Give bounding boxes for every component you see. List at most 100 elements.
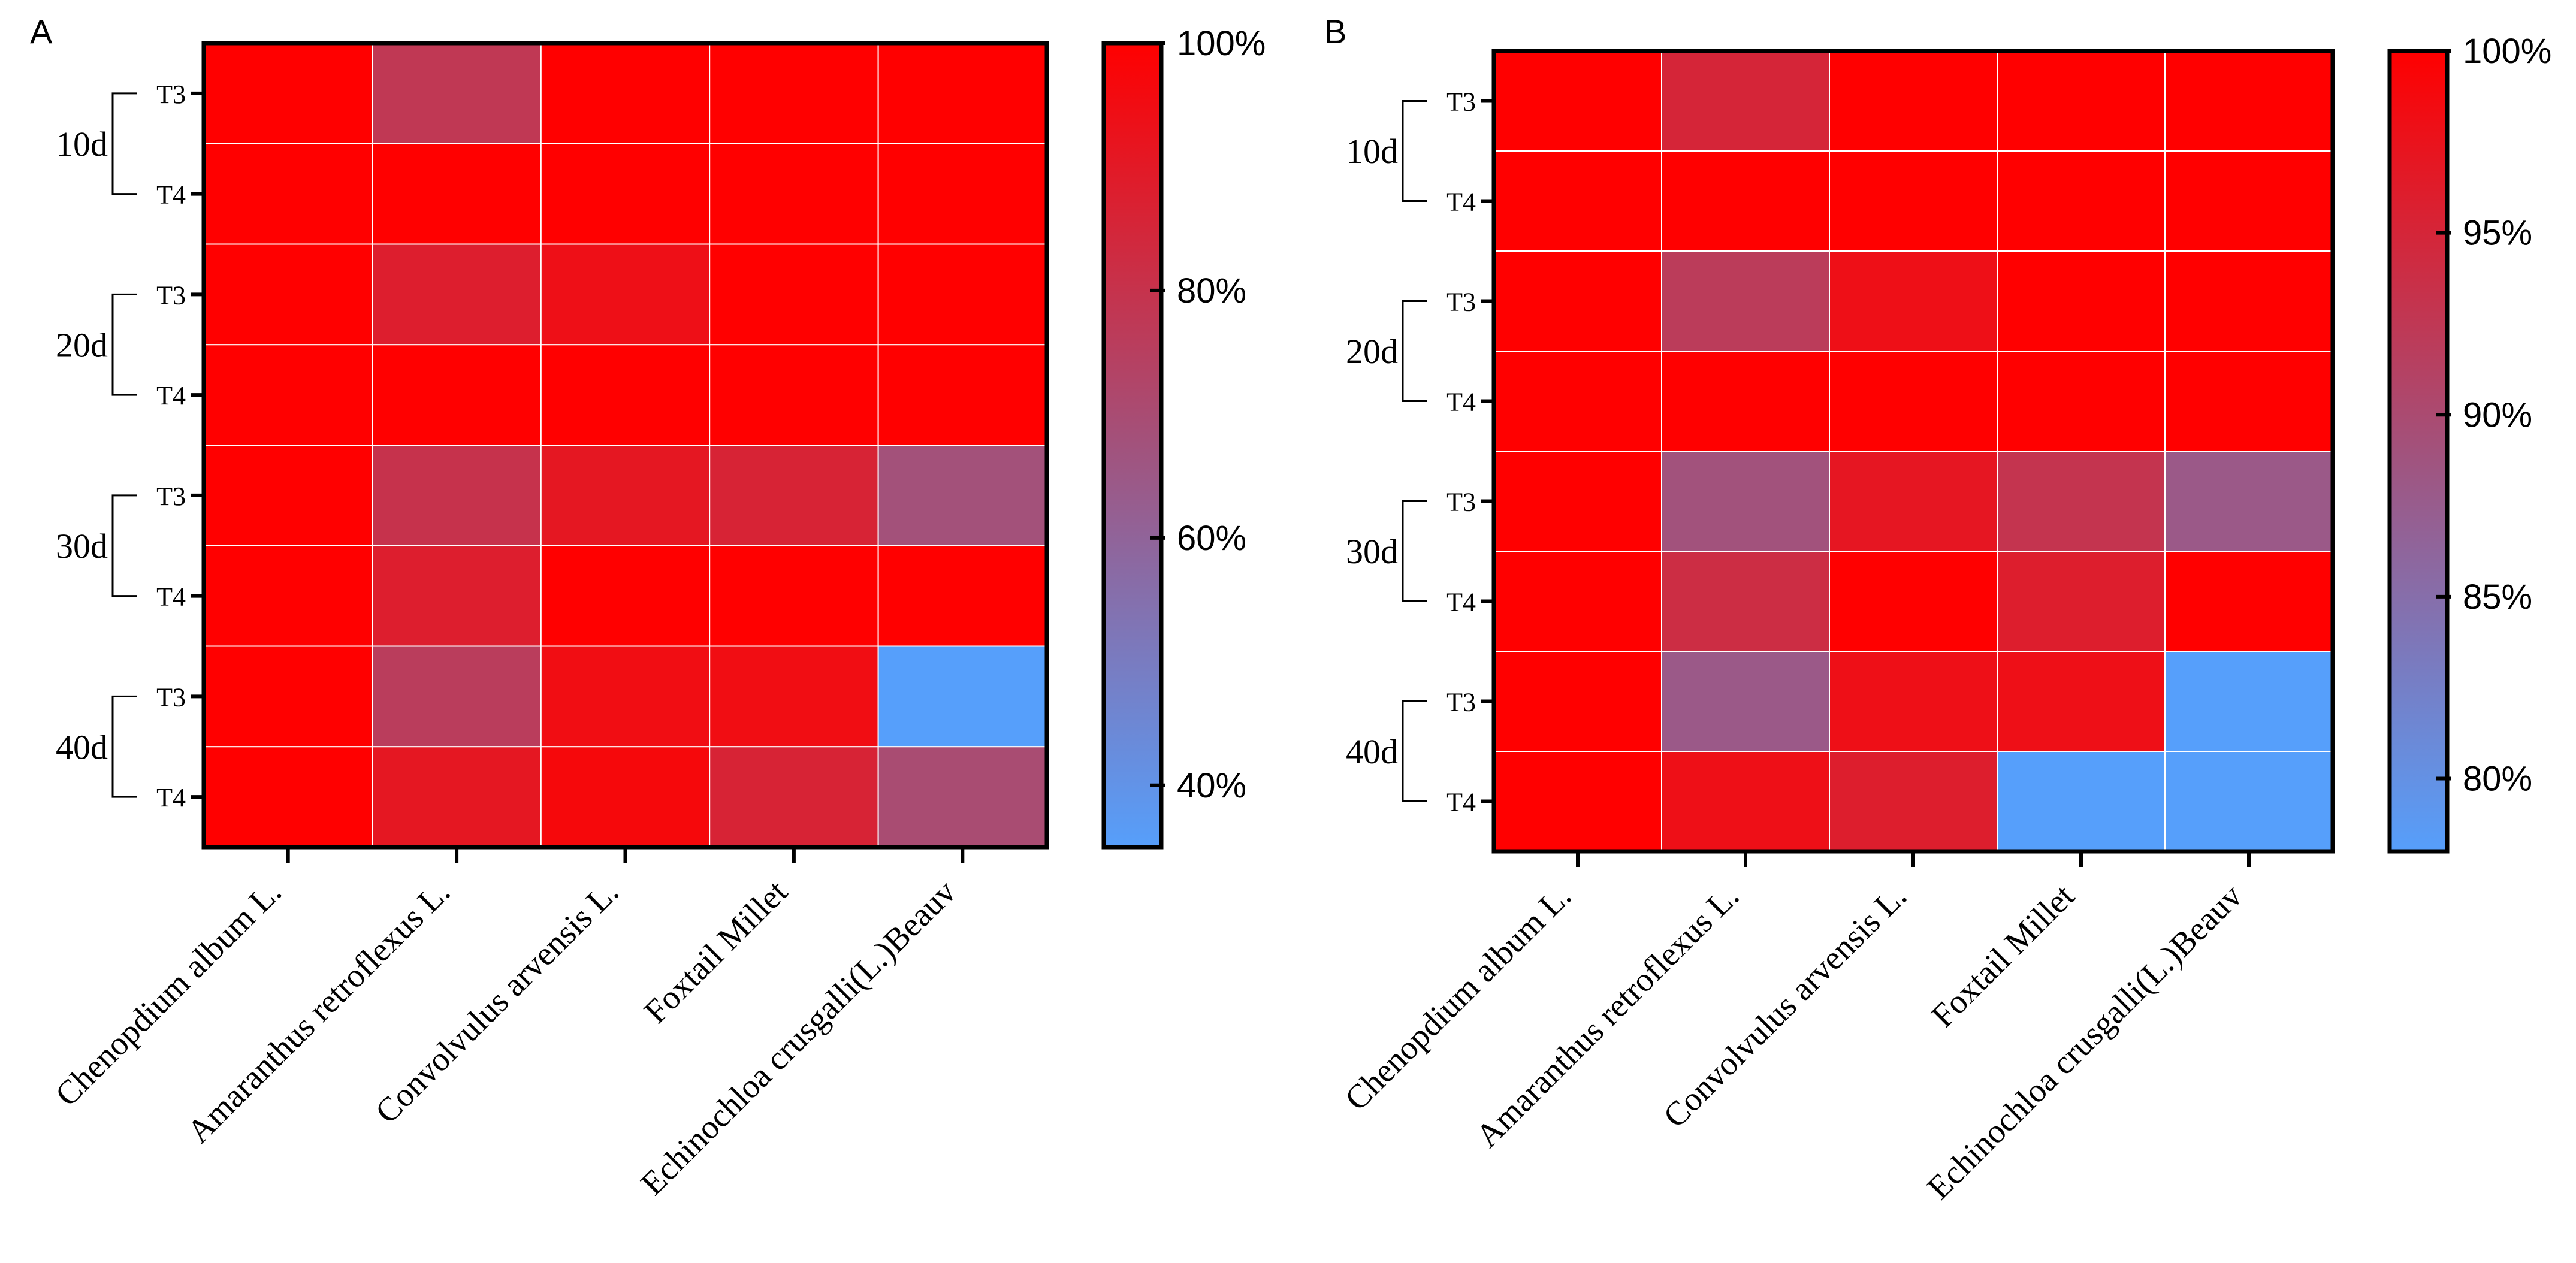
heatmap-cell [1661, 351, 1830, 452]
heatmap-cell [540, 344, 711, 446]
heatmap-cell [203, 545, 373, 647]
heatmap-cell [203, 243, 373, 346]
heatmap-cell [372, 445, 542, 546]
heatmap-cell [2164, 451, 2333, 552]
group-bracket [1402, 500, 1427, 602]
colorbar-tick-label: 100% [2463, 32, 2551, 71]
heatmap-cell [203, 344, 373, 446]
heatmap-cell [1661, 751, 1830, 852]
heatmap-cell [2164, 751, 2333, 852]
heatmap-cell [1829, 751, 1998, 852]
group-bracket [111, 695, 137, 798]
heatmap-cell [372, 43, 542, 144]
heatmap-cell [1493, 651, 1662, 752]
heatmap-cell [540, 43, 711, 144]
heatmap-cell [1997, 751, 2166, 852]
heatmap-cell [1661, 250, 1830, 352]
row-label: T4 [1446, 188, 1476, 217]
colorbar [1101, 41, 1164, 850]
heatmap-cell [540, 445, 711, 546]
heatmap-cell [1493, 351, 1662, 452]
heatmap-cell [203, 143, 373, 245]
heatmap-cell [372, 645, 542, 748]
group-bracket [111, 494, 137, 597]
heatmap-cell [1829, 250, 1998, 352]
heatmap-panel-a: Chenopdium album L.Amaranthus retroflexu… [49, 24, 1266, 1202]
row-label: T3 [156, 80, 186, 109]
heatmap-cell [1661, 451, 1830, 552]
heatmap-cell [2164, 651, 2333, 752]
heatmap-cell [372, 746, 542, 848]
row-label: T3 [1446, 688, 1476, 717]
x-tick-label: Echinochloa crusgalli(L.)Beauv [634, 873, 964, 1202]
group-label: 10d [1346, 132, 1398, 171]
row-label: T3 [1446, 87, 1476, 117]
colorbar-tick-label: 60% [1177, 519, 1246, 558]
heatmap-cell [540, 545, 711, 647]
group-label: 20d [1346, 332, 1398, 371]
heatmap-cell [2164, 250, 2333, 352]
heatmap-cell [372, 344, 542, 446]
x-tick-label: Foxtail Millet [637, 873, 795, 1031]
x-tick-label: Echinochloa crusgalli(L.)Beauv [1920, 877, 2250, 1207]
heatmap-cell [709, 545, 879, 647]
heatmap-cell [709, 243, 879, 346]
panel-label-a: A [30, 13, 53, 50]
row-label: T4 [1446, 388, 1476, 417]
heatmap-cell [1493, 451, 1662, 552]
heatmap-cell [1661, 150, 1830, 252]
heatmap-cell [540, 746, 711, 848]
heatmap-cell [2164, 551, 2333, 652]
heatmap-cell [877, 43, 1047, 144]
row-label: T4 [156, 582, 186, 612]
colorbar-tick-label: 95% [2463, 214, 2532, 253]
heatmap-cell [709, 143, 879, 245]
group-bracket [1402, 100, 1427, 202]
heatmap-cell [540, 243, 711, 346]
heatmap-cell [2164, 50, 2333, 152]
colorbar-tick-label: 40% [1177, 766, 1246, 805]
group-label: 30d [56, 527, 108, 566]
heatmap-cell [709, 746, 879, 848]
heatmap-cell [540, 143, 711, 245]
heatmap-cell [877, 545, 1047, 647]
heatmap-cell [2164, 150, 2333, 252]
heatmap-cell [372, 545, 542, 647]
row-label: T4 [156, 381, 186, 410]
heatmap-cell [709, 645, 879, 748]
heatmap-cell [709, 344, 879, 446]
heatmap-cell [203, 746, 373, 848]
heatmap-cell [1997, 351, 2166, 452]
heatmap-cell [1661, 50, 1830, 152]
heatmap-cell [1997, 250, 2166, 352]
heatmap-cell [709, 445, 879, 546]
heatmap-cell [203, 43, 373, 144]
heatmap-cell [1661, 651, 1830, 752]
group-bracket [111, 92, 137, 195]
row-label: T4 [1446, 788, 1476, 817]
heatmap-cell [203, 445, 373, 546]
heatmap-cell [1829, 551, 1998, 652]
heatmap-cell [372, 243, 542, 346]
heatmap-cell [540, 645, 711, 748]
row-label: T4 [156, 180, 186, 210]
heatmap-cell [877, 445, 1047, 546]
row-label: T3 [156, 682, 186, 712]
heatmap-cell [1997, 551, 2166, 652]
group-bracket [1402, 700, 1427, 802]
heatmap-cell [1829, 351, 1998, 452]
group-label: 20d [56, 325, 108, 364]
group-label: 40d [56, 727, 108, 766]
row-label: T4 [1446, 588, 1476, 617]
heatmap-cell [203, 645, 373, 748]
heatmap-cell [1829, 150, 1998, 252]
heatmap-cell [1829, 50, 1998, 152]
heatmap-cell [1493, 150, 1662, 252]
group-label: 10d [56, 125, 108, 164]
colorbar-tick-label: 90% [2463, 395, 2532, 434]
heatmap-cell [1493, 250, 1662, 352]
heatmap-cell [877, 344, 1047, 446]
heatmap-cell [709, 43, 879, 144]
heatmap-cell [1493, 751, 1662, 852]
